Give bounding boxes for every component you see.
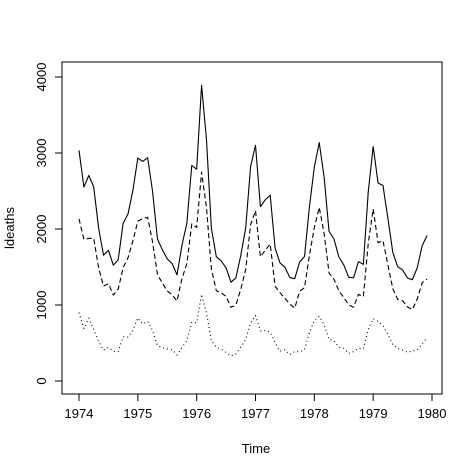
- y-tick-label: 2000: [34, 215, 49, 244]
- y-axis: 0 1000 2000 3000 4000: [34, 63, 63, 385]
- series-line-dotted: [78, 293, 428, 357]
- x-tick-label: 1976: [182, 406, 211, 421]
- x-tick-label: 1980: [418, 406, 447, 421]
- x-axis-title: Time: [242, 441, 270, 456]
- series-layer: [78, 84, 428, 357]
- x-tick-label: 1975: [123, 406, 152, 421]
- y-tick-label: 4000: [34, 63, 49, 92]
- x-tick-label: 1978: [300, 406, 329, 421]
- x-tick-label: 1977: [241, 406, 270, 421]
- y-tick-label: 1000: [34, 291, 49, 320]
- y-tick-label: 3000: [34, 139, 49, 168]
- x-axis: 1974 1975 1976 1977 1978 1979 1980: [65, 393, 447, 421]
- y-tick-label: 0: [34, 377, 49, 384]
- series-line-dashed: [78, 171, 428, 311]
- x-tick-label: 1979: [359, 406, 388, 421]
- y-axis-title: ldeaths: [2, 207, 17, 249]
- series-line-solid: [78, 84, 428, 283]
- x-tick-label: 1974: [65, 406, 94, 421]
